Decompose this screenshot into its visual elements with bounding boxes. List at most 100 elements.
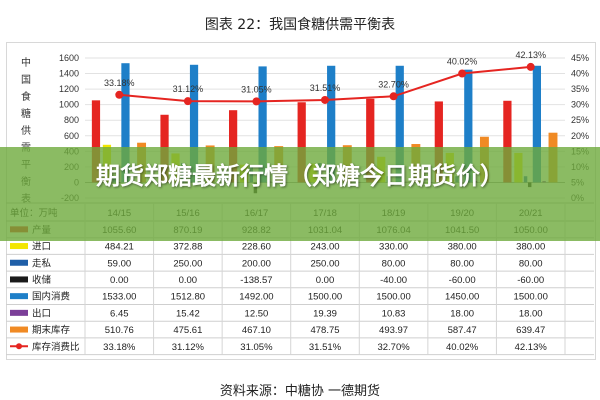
ratio-point	[252, 97, 261, 106]
legend-swatch	[10, 309, 28, 316]
table-cell: -60.00	[449, 275, 476, 286]
ratio-data-label: 33.18%	[104, 78, 135, 88]
table-cell: 484.21	[105, 242, 134, 253]
table-cell: 493.97	[379, 325, 408, 336]
table-cell: 12.50	[245, 308, 269, 319]
bar	[297, 102, 306, 183]
row-name: 走私	[32, 258, 52, 269]
y-tick-label: 800	[64, 115, 79, 125]
bar	[91, 100, 101, 183]
y-tick-label: 1200	[59, 84, 79, 94]
ratio-point	[389, 92, 398, 101]
bar	[327, 65, 336, 183]
table-cell: 475.61	[173, 325, 202, 336]
table-cell: 1492.00	[239, 292, 273, 303]
table-cell: 18.00	[450, 308, 474, 319]
y-axis-label-char: 供	[21, 124, 31, 137]
y-tick-label: 600	[64, 131, 79, 141]
bar	[395, 65, 404, 183]
ratio-point	[458, 69, 467, 78]
row-name: 出口	[32, 307, 51, 319]
table-cell: 80.00	[382, 258, 406, 269]
table-cell: 250.00	[173, 258, 202, 269]
ratio-data-label: 42.13%	[515, 50, 546, 60]
table-cell: 19.39	[313, 308, 337, 319]
table-cell: 31.05%	[240, 342, 273, 353]
legend-swatch	[10, 326, 28, 333]
table-cell: 33.18%	[103, 342, 136, 353]
row-name: 期末库存	[32, 324, 71, 336]
bar	[229, 110, 238, 183]
ratio-data-label: 40.02%	[447, 56, 478, 66]
table-cell: 32.70%	[377, 342, 410, 353]
chart-title: 图表 22：我国食糖供需平衡表	[204, 17, 396, 33]
bar	[366, 98, 375, 183]
legend-swatch	[10, 243, 28, 250]
table-cell: 0.00	[110, 275, 129, 286]
table-cell: 510.76	[105, 325, 134, 336]
y2-tick-label: 30%	[571, 100, 589, 110]
row-name: 收储	[32, 274, 52, 286]
ratio-point	[115, 90, 124, 99]
legend-swatch	[10, 259, 28, 266]
y2-tick-label: 45%	[571, 53, 589, 63]
y-axis-label-char: 国	[21, 74, 31, 86]
table-cell: 1500.00	[308, 292, 342, 303]
table-cell: 467.10	[242, 325, 271, 336]
row-name: 进口	[32, 242, 51, 253]
table-cell: -40.00	[380, 275, 407, 286]
table-cell: 31.51%	[309, 342, 342, 353]
row-name: 国内消费	[32, 291, 70, 303]
ratio-data-label: 31.12%	[173, 84, 204, 94]
table-cell: 0.00	[316, 275, 335, 286]
headline-text: 期货郑糖最新行情（郑糖今日期货价）	[96, 162, 504, 190]
table-cell: 250.00	[310, 258, 339, 269]
ratio-point	[183, 97, 192, 106]
table-cell: 80.00	[519, 258, 543, 269]
table-cell: 1500.00	[514, 292, 548, 303]
table-cell: 18.00	[519, 308, 543, 319]
bar	[121, 63, 130, 183]
y-tick-label: 1600	[59, 53, 79, 63]
table-cell: 15.42	[176, 308, 200, 319]
y2-tick-label: 25%	[571, 115, 589, 125]
table-cell: 42.13%	[515, 342, 548, 353]
table-cell: 6.45	[110, 308, 129, 319]
table-cell: -138.57	[240, 275, 272, 286]
legend-swatch	[10, 293, 28, 300]
headline-banner: 期货郑糖最新行情（郑糖今日期货价）	[0, 147, 600, 241]
bar	[464, 69, 473, 183]
table-cell: 587.47	[448, 325, 477, 336]
ratio-data-label: 31.51%	[310, 83, 341, 93]
ratio-point	[321, 95, 329, 104]
table-cell: 31.12%	[172, 342, 205, 353]
bar	[189, 64, 199, 183]
table-cell: 80.00	[450, 258, 474, 269]
table-cell: 639.47	[516, 325, 545, 336]
legend-swatch	[10, 276, 28, 283]
y-axis-label-char: 食	[21, 90, 31, 103]
table-cell: 380.00	[448, 242, 477, 253]
table-cell: 1533.00	[102, 292, 136, 303]
table-cell: 330.00	[379, 242, 408, 253]
bar	[532, 65, 541, 183]
table-cell: 228.60	[242, 242, 271, 253]
table-cell: 243.00	[310, 242, 339, 253]
y2-tick-label: 20%	[571, 131, 589, 141]
bar	[258, 66, 267, 183]
legend-swatch	[16, 343, 22, 350]
row-name: 库存消费比	[32, 341, 80, 353]
table-cell: 372.88	[173, 242, 202, 253]
bar	[434, 101, 443, 183]
y-axis-label-char: 糖	[21, 107, 31, 120]
table-cell: 478.75	[310, 325, 339, 336]
y-tick-label: 1400	[59, 69, 79, 79]
table-cell: -60.00	[517, 275, 544, 286]
table-cell: 59.00	[107, 258, 131, 269]
table-cell: 200.00	[242, 258, 271, 269]
table-cell: 40.02%	[446, 342, 479, 353]
ratio-data-label: 31.05%	[241, 84, 272, 94]
ratio-point	[526, 62, 535, 71]
table-cell: 380.00	[516, 242, 545, 253]
